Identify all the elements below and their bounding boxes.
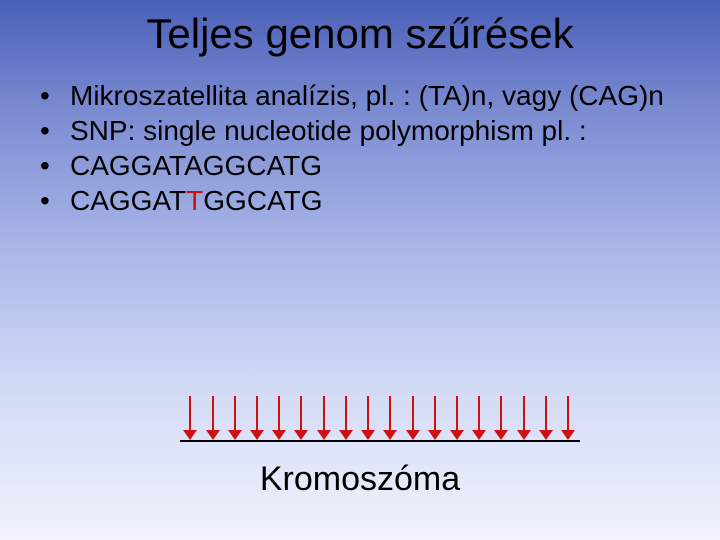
- marker-arrow-icon: [450, 396, 464, 440]
- marker-arrow-icon: [317, 396, 331, 440]
- bullet-item: • Mikroszatellita analízis, pl. : (TA)n,…: [40, 78, 680, 113]
- marker-arrow-icon: [472, 396, 486, 440]
- bullet-text: CAGGATTGGCATG: [70, 183, 680, 218]
- bullet-marker: •: [40, 148, 70, 183]
- chromosome-line: [180, 440, 580, 442]
- marker-arrow-icon: [250, 396, 264, 440]
- marker-arrow-icon: [206, 396, 220, 440]
- bullet-marker: •: [40, 78, 70, 113]
- marker-arrow-icon: [183, 396, 197, 440]
- marker-arrow-icon: [294, 396, 308, 440]
- marker-arrow-icon: [339, 396, 353, 440]
- bullet-text: Mikroszatellita analízis, pl. : (TA)n, v…: [70, 78, 680, 113]
- marker-arrow-icon: [406, 396, 420, 440]
- marker-arrow-icon: [383, 396, 397, 440]
- chromosome-label: Kromoszóma: [0, 460, 720, 499]
- marker-arrow-icon: [428, 396, 442, 440]
- marker-arrow-icon: [517, 396, 531, 440]
- bullet-text: SNP: single nucleotide polymorphism pl. …: [70, 113, 680, 148]
- marker-arrow-icon: [561, 396, 575, 440]
- bullet-item: • SNP: single nucleotide polymorphism pl…: [40, 113, 680, 148]
- bullet-list: • Mikroszatellita analízis, pl. : (TA)n,…: [0, 58, 720, 218]
- bullet-marker: •: [40, 113, 70, 148]
- marker-arrow-icon: [539, 396, 553, 440]
- arrow-diagram: [180, 390, 580, 450]
- marker-arrow-icon: [228, 396, 242, 440]
- bullet-marker: •: [40, 183, 70, 218]
- bullet-text: CAGGATAGGCATG: [70, 148, 680, 183]
- marker-arrow-icon: [272, 396, 286, 440]
- slide-title: Teljes genom szűrések: [0, 0, 720, 58]
- bullet-item: • CAGGATAGGCATG: [40, 148, 680, 183]
- bullet-item: • CAGGATTGGCATG: [40, 183, 680, 218]
- marker-arrow-icon: [361, 396, 375, 440]
- marker-arrow-icon: [494, 396, 508, 440]
